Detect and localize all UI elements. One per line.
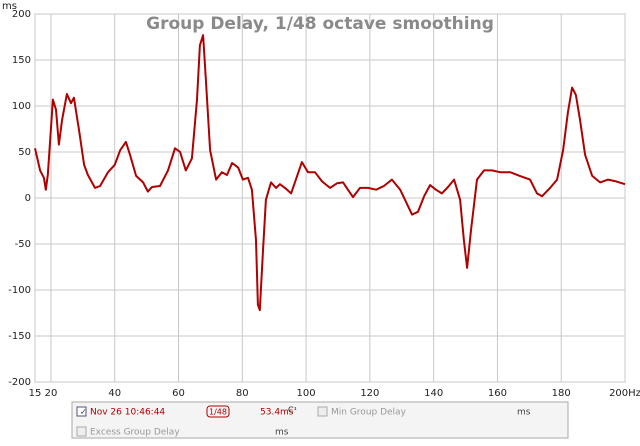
data-line bbox=[34, 34, 626, 312]
y-tick-label: -100 bbox=[8, 285, 31, 296]
x-tick-label: 200Hz bbox=[609, 388, 640, 399]
y-unit: ms bbox=[2, 1, 17, 12]
smoothing-box[interactable] bbox=[206, 405, 230, 418]
excess-unit: ms bbox=[275, 428, 289, 438]
legend-entry: Nov 26 10:46:44 bbox=[90, 408, 165, 418]
min-label: Min Group Delay bbox=[331, 408, 407, 418]
y-tick-label: 200 bbox=[12, 9, 31, 20]
x-tick-label: 15 bbox=[29, 388, 42, 399]
x-tick-label: 180 bbox=[552, 388, 571, 399]
smoothing: 1/48 bbox=[209, 408, 227, 417]
y-tick-label: 150 bbox=[12, 55, 31, 66]
y-tick-label: 100 bbox=[12, 101, 31, 112]
checkbox[interactable] bbox=[76, 406, 87, 417]
chart-title: Group Delay, 1/48 octave smoothing bbox=[146, 14, 494, 34]
x-tick-label: 40 bbox=[108, 388, 121, 399]
x-tick-label: 160 bbox=[488, 388, 507, 399]
checkbox[interactable] bbox=[76, 426, 87, 437]
x-tick-label: 80 bbox=[236, 388, 249, 399]
x-tick-label: 140 bbox=[424, 388, 443, 399]
y-tick-label: 50 bbox=[18, 147, 31, 158]
marker: C¹ bbox=[288, 406, 297, 415]
x-tick-label: 20 bbox=[45, 388, 58, 399]
x-tick-label: 60 bbox=[172, 388, 185, 399]
min-unit: ms bbox=[517, 408, 531, 418]
value: 53.4ms bbox=[260, 408, 294, 418]
checkbox[interactable] bbox=[317, 406, 328, 417]
y-tick-label: -200 bbox=[8, 377, 31, 388]
x-tick-label: 120 bbox=[360, 388, 379, 399]
excess-label: Excess Group Delay bbox=[90, 428, 180, 438]
legend-panel bbox=[71, 401, 569, 439]
x-tick-label: 100 bbox=[297, 388, 316, 399]
check: ✓ bbox=[80, 408, 87, 417]
y-tick-label: 0 bbox=[25, 193, 31, 204]
y-tick-label: -50 bbox=[15, 239, 31, 250]
y-tick-label: -150 bbox=[8, 331, 31, 342]
